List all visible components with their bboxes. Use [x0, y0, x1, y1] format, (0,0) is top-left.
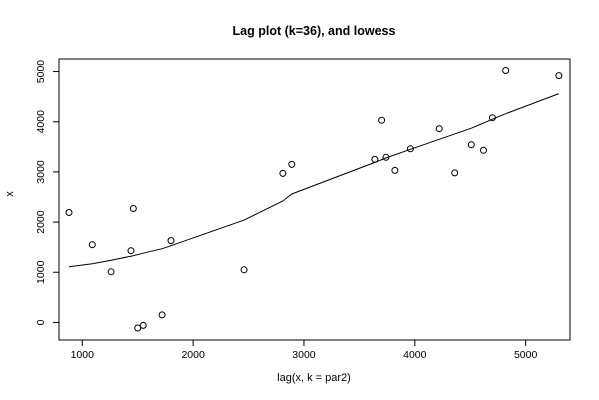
data-point — [502, 67, 510, 74]
data-point — [555, 72, 563, 80]
x-axis-label: lag(x, k = par2) — [277, 372, 351, 384]
x-tick-label: 2000 — [181, 349, 205, 361]
x-tick-label: 5000 — [514, 349, 538, 361]
x-tick-label: 3000 — [292, 349, 316, 361]
data-point — [65, 209, 73, 216]
x-tick-label: 4000 — [403, 349, 427, 361]
chart-title: Lag plot (k=36), and lowess — [233, 24, 396, 38]
scatter-points — [65, 67, 563, 332]
y-axis: 0 1000 2000 3000 4000 5000 — [35, 60, 59, 325]
data-point — [107, 268, 115, 276]
data-point — [158, 311, 166, 319]
x-axis: 1000 2000 3000 4000 5000 — [71, 340, 538, 361]
data-point — [88, 241, 96, 249]
data-point — [134, 324, 142, 332]
data-point — [467, 141, 475, 149]
data-point — [139, 321, 147, 329]
y-axis-label: x — [4, 191, 16, 197]
y-tick-label: 4000 — [35, 110, 47, 134]
plot-frame — [58, 58, 571, 341]
data-point — [391, 166, 399, 174]
data-point — [371, 155, 379, 163]
data-point — [435, 125, 443, 133]
x-tick-label: 1000 — [71, 349, 95, 361]
data-point — [279, 169, 287, 177]
data-point — [127, 247, 135, 255]
data-point — [488, 114, 496, 122]
data-point — [451, 169, 459, 177]
y-tick-label: 1000 — [35, 260, 47, 284]
data-point — [480, 146, 487, 154]
data-point — [129, 205, 137, 212]
data-point — [288, 160, 296, 168]
lowess-curve — [68, 93, 560, 268]
y-tick-label: 2000 — [35, 210, 47, 234]
data-point — [406, 145, 414, 153]
y-tick-label: 5000 — [35, 60, 47, 84]
data-point — [382, 153, 390, 161]
data-point — [378, 116, 386, 124]
y-tick-label: 0 — [35, 319, 47, 325]
data-point — [167, 237, 175, 245]
y-tick-label: 3000 — [35, 160, 47, 184]
data-point — [240, 266, 248, 274]
